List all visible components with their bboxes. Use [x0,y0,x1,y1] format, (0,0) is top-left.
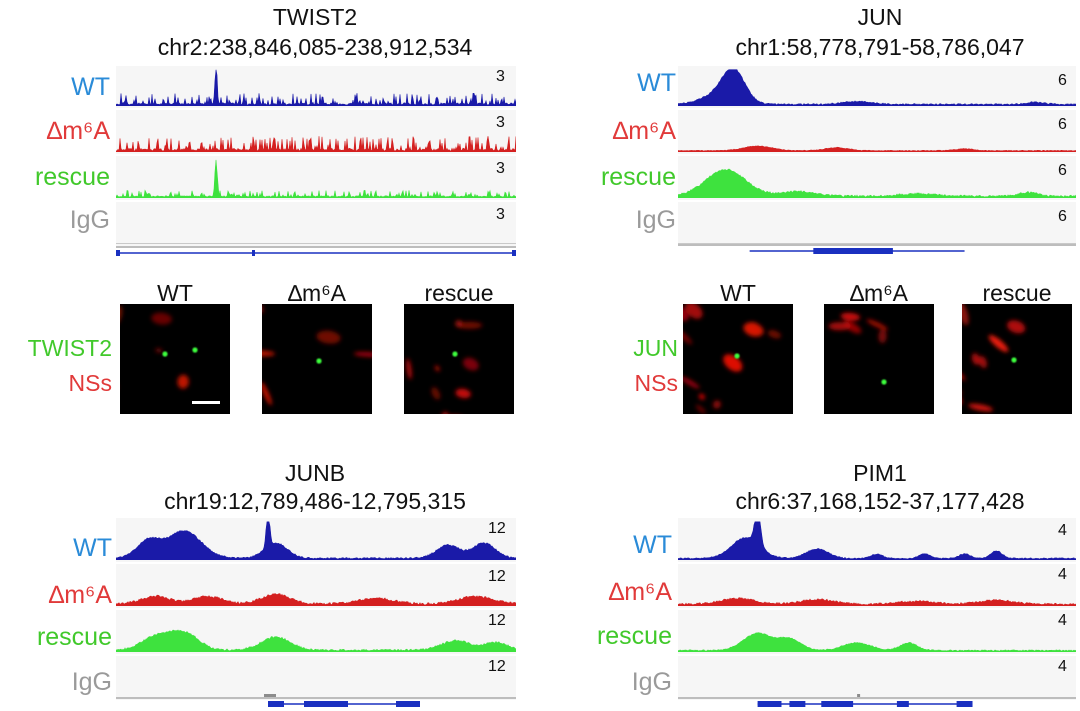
scale-bar [192,401,220,404]
panel-gene-title: TWIST2 [272,4,358,30]
track-label-igg: IgG [635,206,676,234]
track-rescue [678,610,1076,654]
track-label-wt: WT [71,73,110,101]
scale-value: 4 [1058,658,1067,675]
track-rescue [678,156,1076,200]
track-label-dm: ∆m⁶A [46,117,110,145]
track-igg [678,202,1076,246]
track-label-wt: WT [637,69,676,97]
scale-value: 12 [488,658,506,675]
image-target-label: JUN [633,335,678,361]
scale-value: 4 [1058,566,1067,583]
track-label-wt: WT [73,534,112,562]
image-column-label: ∆m⁶A [287,280,347,306]
panel-gene-title: JUNB [284,460,346,486]
panel-locus: chr2:238,846,085-238,912,534 [157,34,473,60]
track-label-dm: ∆m⁶A [608,578,672,606]
panel-gene-title: PIM1 [853,460,907,486]
microscopy-image-twist2-wt [120,304,230,414]
scale-value: 4 [1058,612,1067,629]
scale-value: 12 [488,568,506,585]
track-wt [116,518,516,562]
gene-annotation [116,697,516,711]
track-label-igg: IgG [71,668,112,696]
track-dm [116,110,516,154]
track-label-rescue: rescue [596,622,672,650]
track-label-dm: ∆m⁶A [612,117,676,145]
track-wt [678,518,1076,562]
track-igg [116,656,516,700]
gene-annotation [116,246,516,260]
scale-value: 3 [496,206,505,223]
microscopy-image-jun-rescue [962,304,1072,414]
microscopy-image-twist2-rescue [404,304,514,414]
track-dm [678,564,1076,608]
panel-gene-title: JUN [857,4,903,30]
gene-annotation [678,244,1076,258]
track-igg [116,202,516,246]
panel-locus: chr6:37,168,152-37,177,428 [735,488,1025,514]
scale-value: 6 [1058,162,1067,179]
track-label-dm: ∆m⁶A [48,581,112,609]
image-column-label: rescue [424,280,494,306]
image-column-label: WT [720,280,756,306]
gene-annotation [678,697,1076,711]
image-target-label: TWIST2 [27,335,112,361]
track-rescue [116,156,516,200]
image-column-label: WT [157,280,193,306]
image-stain-label: NSs [634,370,678,396]
scale-value: 12 [488,520,506,537]
microscopy-image-jun-dm [824,304,934,414]
track-label-igg: IgG [631,668,672,696]
panel-locus: chr1:58,778,791-58,786,047 [735,34,1025,60]
track-wt [116,66,516,108]
track-label-rescue: rescue [36,623,112,651]
track-wt [678,66,1076,108]
image-column-label: rescue [982,280,1052,306]
track-label-wt: WT [633,531,672,559]
microscopy-image-jun-wt [683,304,793,414]
track-label-rescue: rescue [34,163,110,191]
scale-value: 6 [1058,72,1067,89]
track-igg [678,656,1076,700]
scale-value: 6 [1058,116,1067,133]
track-label-igg: IgG [69,206,110,234]
scale-value: 3 [496,160,505,177]
scale-value: 3 [496,114,505,131]
track-dm [116,564,516,608]
panel-locus: chr19:12,789,486-12,795,315 [164,488,466,514]
track-label-rescue: rescue [600,163,676,191]
track-dm [678,110,1076,154]
image-column-label: ∆m⁶A [849,280,909,306]
scale-value: 4 [1058,522,1067,539]
scale-value: 3 [496,68,505,85]
track-rescue [116,610,516,654]
scale-value: 6 [1058,208,1067,225]
image-stain-label: NSs [68,370,112,396]
scale-value: 12 [488,612,506,629]
microscopy-image-twist2-dm [262,304,372,414]
